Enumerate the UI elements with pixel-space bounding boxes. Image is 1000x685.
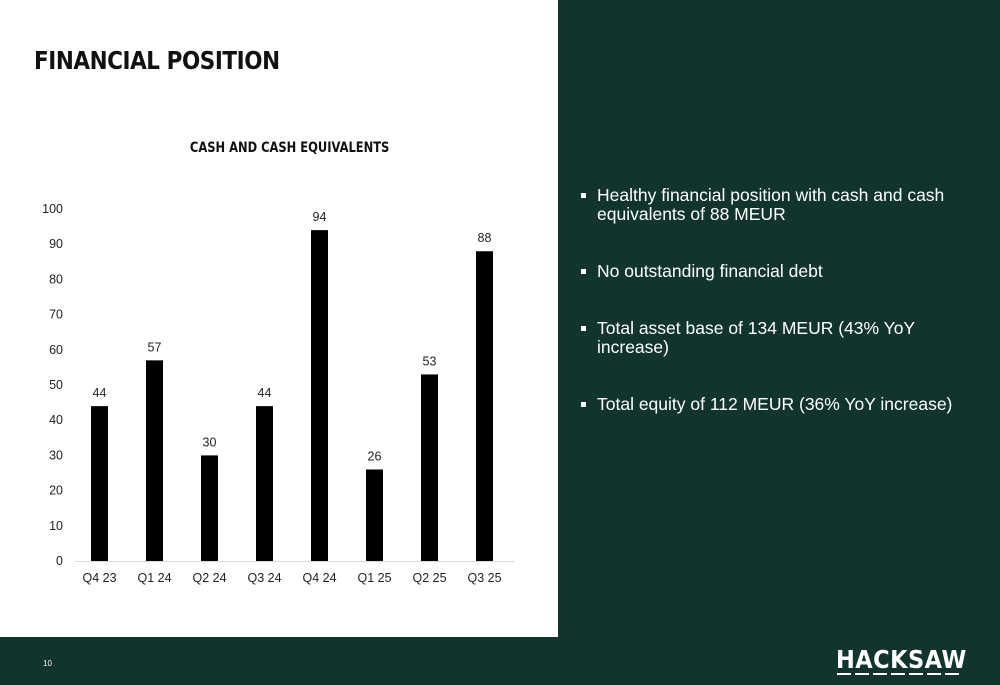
- bar: [366, 469, 383, 561]
- logo-underline: [837, 673, 959, 675]
- bar: [201, 455, 218, 561]
- y-tick-label: 0: [56, 554, 63, 568]
- bullet-item: Total asset base of 134 MEUR (43% YoY in…: [580, 319, 980, 357]
- hacksaw-logo: HACKSAW: [836, 645, 967, 674]
- bullet-item: No outstanding financial debt: [580, 262, 980, 281]
- data-label: 30: [203, 435, 217, 449]
- cash-chart: 0 10 20 30 40 50 60 70 80 90 100 44 Q4 23 57 Q1 24 30 Q2…: [42, 202, 515, 585]
- page-number: 10: [43, 659, 52, 668]
- page-title: FINANCIAL POSITION: [34, 46, 280, 75]
- y-tick-label: 50: [49, 378, 63, 392]
- bullet-item: Healthy financial position with cash and…: [580, 186, 980, 224]
- y-tick-label: 60: [49, 343, 63, 357]
- data-label: 44: [258, 386, 272, 400]
- bullet-item: Total equity of 112 MEUR (36% YoY increa…: [580, 395, 980, 414]
- y-tick-label: 100: [42, 202, 63, 216]
- bullet-text: Healthy financial position with cash and…: [597, 185, 945, 224]
- x-tick-label: Q4 23: [82, 571, 116, 585]
- bar: [421, 374, 438, 561]
- data-label: 88: [478, 231, 492, 245]
- footer-bar: [0, 637, 1000, 685]
- bullet-list: Healthy financial position with cash and…: [580, 186, 980, 414]
- x-tick-label: Q3 25: [467, 571, 501, 585]
- x-tick-label: Q1 25: [357, 571, 391, 585]
- bar: [146, 360, 163, 561]
- bullet-text: No outstanding financial debt: [597, 261, 823, 281]
- bullet-marker: [581, 326, 586, 331]
- x-tick-label: Q1 24: [137, 571, 171, 585]
- x-tick-label: Q4 24: [302, 571, 336, 585]
- data-label: 26: [368, 449, 382, 463]
- bullet-text: Total asset base of 134 MEUR (43% YoY in…: [597, 318, 915, 357]
- data-label: 53: [423, 354, 437, 368]
- bullet-marker: [581, 269, 586, 274]
- y-tick-label: 30: [49, 448, 63, 462]
- bar: [256, 406, 273, 561]
- bullet-text: Total equity of 112 MEUR (36% YoY increa…: [597, 394, 953, 414]
- y-tick-label: 10: [49, 519, 63, 533]
- y-tick-label: 20: [49, 484, 63, 498]
- bullet-marker: [581, 193, 586, 198]
- x-tick-label: Q2 24: [192, 571, 226, 585]
- bar: [91, 406, 108, 561]
- x-tick-label: Q2 25: [412, 571, 446, 585]
- right-panel: [558, 0, 1000, 685]
- data-label: 57: [148, 340, 162, 354]
- data-label: 94: [313, 210, 327, 224]
- bar: [311, 230, 328, 561]
- data-label: 44: [93, 386, 107, 400]
- chart-title: CASH AND CASH EQUIVALENTS: [100, 140, 480, 156]
- bullet-marker: [581, 402, 586, 407]
- chart-title-text: CASH AND CASH EQUIVALENTS: [190, 140, 390, 156]
- y-tick-label: 40: [49, 413, 63, 427]
- y-tick-label: 90: [49, 237, 63, 251]
- x-tick-label: Q3 24: [247, 571, 281, 585]
- bar: [476, 251, 493, 562]
- y-tick-label: 70: [49, 308, 63, 322]
- y-tick-label: 80: [49, 272, 63, 286]
